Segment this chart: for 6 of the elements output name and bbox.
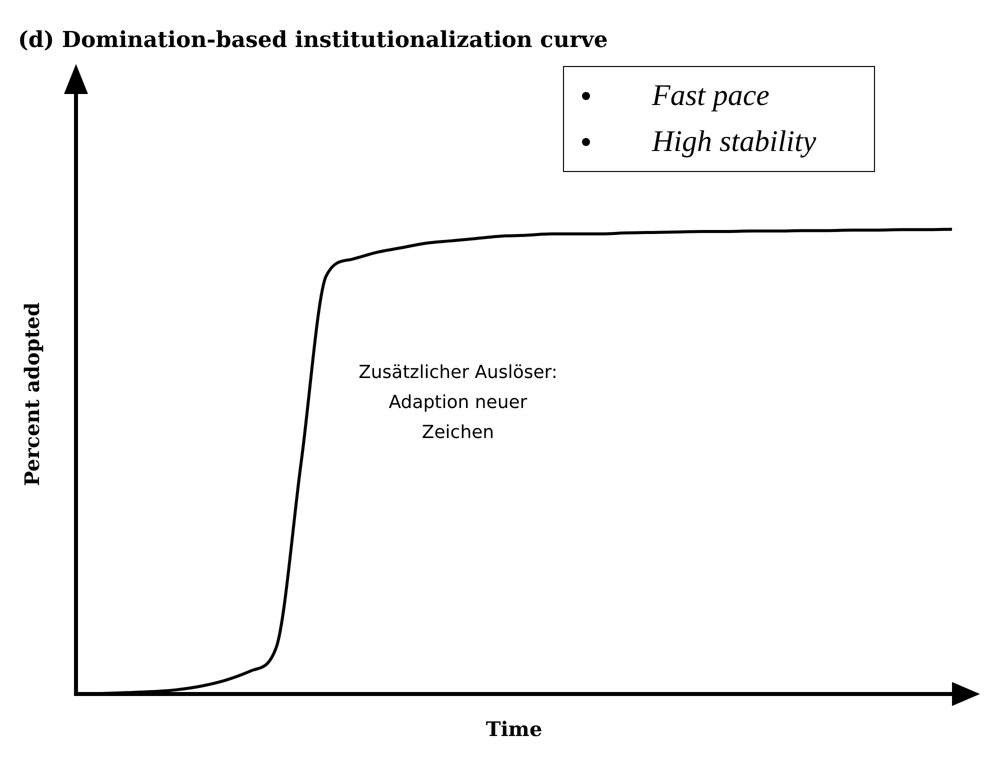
x-axis-title: Time	[486, 717, 542, 742]
text: High stability	[652, 124, 816, 160]
y-axis-title: Percent adopted	[20, 302, 44, 486]
text: Fast pace	[652, 78, 770, 114]
chart-title: (d) Domination-based institutionalization curve	[18, 26, 608, 53]
annotation: Zusätzlicher Auslöser: Adaption neuer Zeichen	[358, 361, 558, 445]
